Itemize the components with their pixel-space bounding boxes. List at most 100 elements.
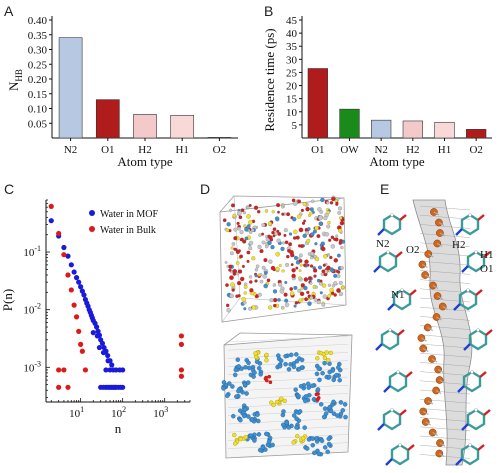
- water-bond: [439, 232, 446, 237]
- linker-ring: [380, 328, 400, 351]
- molecule-atom: [277, 298, 281, 302]
- molecule-atom: [261, 240, 266, 245]
- linker-ring: [390, 443, 410, 466]
- molecule-atom: [298, 383, 304, 389]
- molecule-atom: [258, 292, 262, 297]
- molecule-atom: [293, 387, 298, 392]
- water-oxygen: [419, 344, 428, 353]
- point-mof: [107, 367, 113, 373]
- linker-hydrogen: [390, 408, 394, 412]
- molecule-atom: [283, 233, 287, 237]
- molecule-atom: [277, 363, 283, 369]
- molecule-atom: [303, 219, 307, 223]
- linker-ring: [466, 408, 486, 431]
- linker-bond-o: [397, 329, 405, 336]
- molecule-atom: [288, 362, 293, 367]
- molecule-atom: [321, 246, 326, 252]
- mesh-line: [227, 335, 349, 343]
- molecule-atom: [319, 279, 323, 283]
- y-tick-base: 10: [23, 362, 35, 374]
- molecule-atom: [288, 242, 293, 247]
- y-tick-label: 10-1: [23, 244, 41, 259]
- molecule-atom: [258, 372, 263, 377]
- point-bulk: [48, 203, 54, 209]
- molecule-atom: [343, 414, 348, 420]
- molecule-atom: [279, 396, 284, 401]
- molecule-atom: [294, 425, 299, 430]
- molecule-atom: [225, 283, 229, 287]
- y-tick-label: 15: [286, 94, 298, 106]
- molecule-atom: [305, 231, 310, 236]
- molecule-atom: [306, 238, 311, 243]
- molecule-atom: [253, 351, 258, 356]
- molecule-atom: [253, 205, 259, 210]
- molecule-atom: [237, 249, 241, 253]
- molecule-atom: [326, 210, 331, 215]
- molecule-atom: [235, 357, 241, 362]
- y-tick-label: 0.35: [28, 30, 48, 42]
- molecule-atom: [322, 263, 326, 267]
- molecule-atom: [342, 402, 348, 407]
- molecule-atom: [246, 360, 251, 366]
- water-bond: [422, 347, 429, 353]
- molecule-atom: [335, 202, 339, 206]
- molecule-atom: [235, 261, 240, 265]
- linker-bond-n: [385, 458, 393, 466]
- molecule-atom: [333, 237, 337, 241]
- linker-hydrogen: [474, 408, 478, 412]
- molecule-atom: [338, 280, 343, 285]
- molecule-atom: [294, 358, 300, 364]
- molecule-atom: [268, 259, 273, 264]
- molecule-atom: [319, 438, 325, 444]
- molecule-atom: [295, 266, 299, 270]
- point-mof: [120, 367, 126, 373]
- point-bulk: [71, 302, 77, 308]
- molecule-atom: [314, 242, 318, 246]
- y-tick-label: 0.15: [28, 89, 48, 101]
- point-bulk: [178, 333, 185, 339]
- point-mof: [68, 262, 74, 268]
- linker-bond-o: [475, 289, 483, 296]
- y-axis-label-sub: HB: [14, 69, 24, 82]
- water-bond: [436, 242, 443, 248]
- molecule-atom: [279, 288, 285, 294]
- molecule-atom: [257, 244, 262, 249]
- mesh-line: [419, 417, 471, 422]
- legend-label: Water in Bulk: [100, 225, 156, 236]
- linker-bond-o: [409, 289, 417, 296]
- water-oxygen: [428, 428, 437, 437]
- molecule-atom: [296, 393, 301, 399]
- molecule-atom: [300, 208, 304, 212]
- mesh-line: [419, 279, 471, 284]
- y-axis-label: P(n): [0, 289, 15, 311]
- molecule-atom: [225, 303, 230, 308]
- molecule-atom: [238, 436, 243, 442]
- x-tick-label: H2: [406, 144, 419, 156]
- point-mof: [105, 358, 111, 364]
- molecule-atom: [281, 409, 286, 414]
- point-mof: [99, 340, 106, 346]
- molecule-atom: [327, 283, 331, 287]
- y-tick-label: 10-3: [23, 359, 41, 374]
- x-tick-label: H2: [138, 144, 151, 156]
- point-mof: [103, 367, 109, 373]
- molecule-atom: [265, 238, 269, 242]
- molecule-atom: [322, 355, 328, 361]
- molecule-atom: [270, 265, 276, 271]
- molecule-atom: [336, 365, 341, 370]
- molecule-atom: [269, 298, 274, 303]
- panel-letter-c: C: [4, 181, 14, 197]
- molecule-atom: [249, 417, 255, 422]
- molecule-atom: [251, 305, 257, 310]
- molecule-atom: [237, 269, 243, 274]
- mesh-line: [419, 215, 471, 220]
- point-bulk: [56, 367, 62, 373]
- molecule-atom: [254, 274, 258, 278]
- point-mof: [61, 244, 67, 251]
- molecule-atom: [280, 246, 285, 251]
- molecule-atom: [292, 216, 297, 222]
- molecule-atom: [243, 291, 247, 295]
- x-tick-base: 10: [111, 408, 123, 420]
- water-bond: [424, 274, 431, 279]
